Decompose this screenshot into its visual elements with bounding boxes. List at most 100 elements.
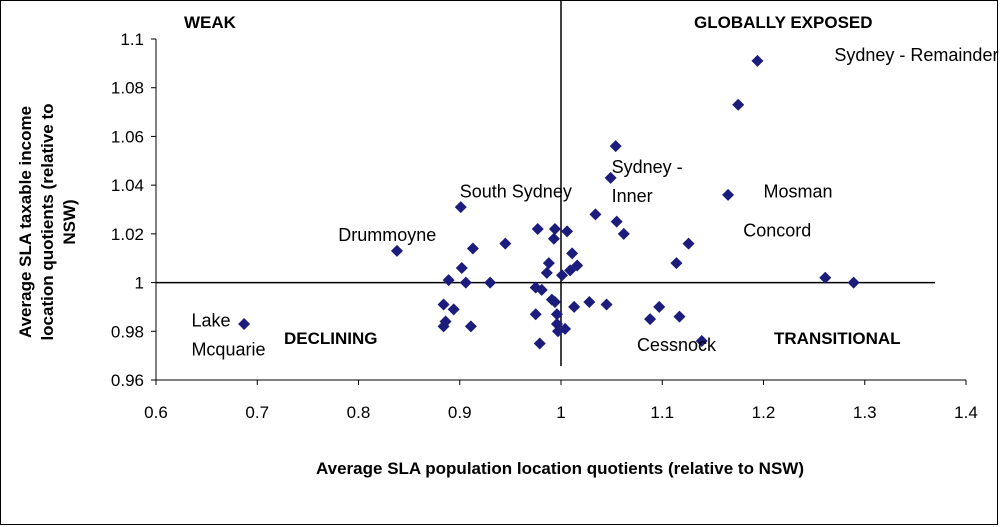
- point-annotation: Sydney - Inner: [612, 157, 683, 206]
- quadrant-label-transitional: TRANSITIONAL: [774, 329, 901, 348]
- data-point: [540, 266, 553, 279]
- data-point: [695, 335, 708, 348]
- annotation-line: Mcquarie: [191, 339, 265, 359]
- x-tick-label: 0.9: [448, 403, 472, 422]
- x-ticks: 0.6 0.7 0.8 0.9 1 1.1 1.2 1.3 1.4: [144, 380, 978, 422]
- annotation-line: Sydney - Remainder: [834, 45, 998, 65]
- y-tick-label: 1.06: [111, 127, 144, 146]
- data-point: [732, 98, 745, 111]
- data-point: [847, 276, 860, 289]
- x-tick-label: 1.2: [752, 403, 776, 422]
- y-tick-label: 1.04: [111, 176, 144, 195]
- data-point: [447, 303, 460, 316]
- data-point: [568, 300, 581, 313]
- y-tick-label: 1: [135, 274, 144, 293]
- quadrant-label-globally-exposed: GLOBALLY EXPOSED: [694, 13, 873, 32]
- data-points: [238, 54, 860, 350]
- data-point: [644, 313, 657, 326]
- data-point: [722, 188, 735, 201]
- annotation-line: Drummoyne: [338, 225, 436, 245]
- x-tick-label: 0.6: [144, 403, 168, 422]
- data-point: [459, 276, 472, 289]
- y-tick-label: 0.98: [111, 322, 144, 341]
- y-tick-label: 1.08: [111, 79, 144, 98]
- data-point: [751, 54, 764, 67]
- x-tick-label: 1.1: [650, 403, 674, 422]
- data-point: [653, 300, 666, 313]
- data-point: [617, 227, 630, 240]
- data-point: [550, 308, 563, 321]
- data-point: [609, 140, 622, 153]
- data-point: [531, 222, 544, 235]
- annotation-line: Inner: [612, 186, 653, 206]
- data-point: [464, 320, 477, 333]
- x-tick-label: 0.8: [347, 403, 371, 422]
- data-point: [566, 247, 579, 260]
- data-point: [604, 171, 617, 184]
- data-point: [454, 201, 467, 214]
- reference-lines: [156, 0, 935, 366]
- data-point: [547, 232, 560, 245]
- y-axis-title-line: location quotients (relative to: [38, 103, 57, 340]
- y-tick-label: 1.02: [111, 225, 144, 244]
- data-point: [533, 337, 546, 350]
- data-point: [542, 257, 555, 270]
- point-annotation: Mosman: [764, 181, 833, 201]
- data-point: [556, 269, 569, 282]
- data-point: [819, 271, 832, 284]
- data-point: [673, 310, 686, 323]
- point-annotation: Concord: [743, 220, 811, 240]
- point-annotation: South Sydney: [460, 181, 572, 201]
- data-point: [561, 225, 574, 238]
- x-tick-label: 1.3: [853, 403, 877, 422]
- data-point: [610, 215, 623, 228]
- data-point: [529, 308, 542, 321]
- data-point: [583, 296, 596, 309]
- data-point: [442, 274, 455, 287]
- data-point: [499, 237, 512, 250]
- y-tick-label: 0.96: [111, 371, 144, 390]
- point-annotations: Sydney - Inner Sydney - Remainder South Syd…: [191, 45, 998, 359]
- data-point: [670, 257, 683, 270]
- y-axis-title-line: NSW): [60, 199, 79, 244]
- quadrant-label-weak: WEAK: [184, 13, 237, 32]
- data-point: [455, 261, 468, 274]
- data-point: [437, 298, 450, 311]
- data-point: [682, 237, 695, 250]
- annotation-line: Concord: [743, 220, 811, 240]
- x-tick-label: 1: [556, 403, 565, 422]
- x-axis-title: Average SLA population location quotient…: [316, 459, 804, 478]
- data-point: [571, 259, 584, 272]
- y-ticks: 0.96 0.98 1 1.02 1.04 1.06 1.08 1.1: [111, 30, 156, 390]
- point-annotation: Lake Mcquarie: [191, 310, 265, 359]
- data-point: [600, 298, 613, 311]
- quadrant-label-declining: DECLINING: [284, 329, 378, 348]
- x-tick-label: 0.7: [245, 403, 269, 422]
- data-point: [559, 322, 572, 335]
- data-point: [548, 222, 561, 235]
- y-axis-title-line: Average SLA taxable income: [16, 106, 35, 338]
- data-point: [238, 317, 251, 330]
- data-point: [535, 283, 548, 296]
- data-point: [550, 317, 563, 330]
- x-tick-label: 1.4: [954, 403, 978, 422]
- annotation-line: Cessnock: [637, 335, 717, 355]
- annotation-line: Lake: [191, 310, 230, 330]
- data-point: [466, 242, 479, 255]
- point-annotation: Drummoyne: [338, 225, 436, 245]
- annotation-line: Mosman: [764, 181, 833, 201]
- y-axis-title: Average SLA taxable income location quoti…: [16, 103, 79, 340]
- annotation-line: South Sydney: [460, 181, 572, 201]
- data-point: [589, 208, 602, 221]
- data-point: [390, 244, 403, 257]
- data-point: [548, 296, 561, 309]
- point-annotation: Sydney - Remainder: [834, 45, 998, 65]
- y-tick-label: 1.1: [120, 30, 144, 49]
- annotation-line: Sydney -: [612, 157, 683, 177]
- data-point: [484, 276, 497, 289]
- point-annotation: Cessnock: [637, 335, 717, 355]
- data-point: [439, 315, 452, 328]
